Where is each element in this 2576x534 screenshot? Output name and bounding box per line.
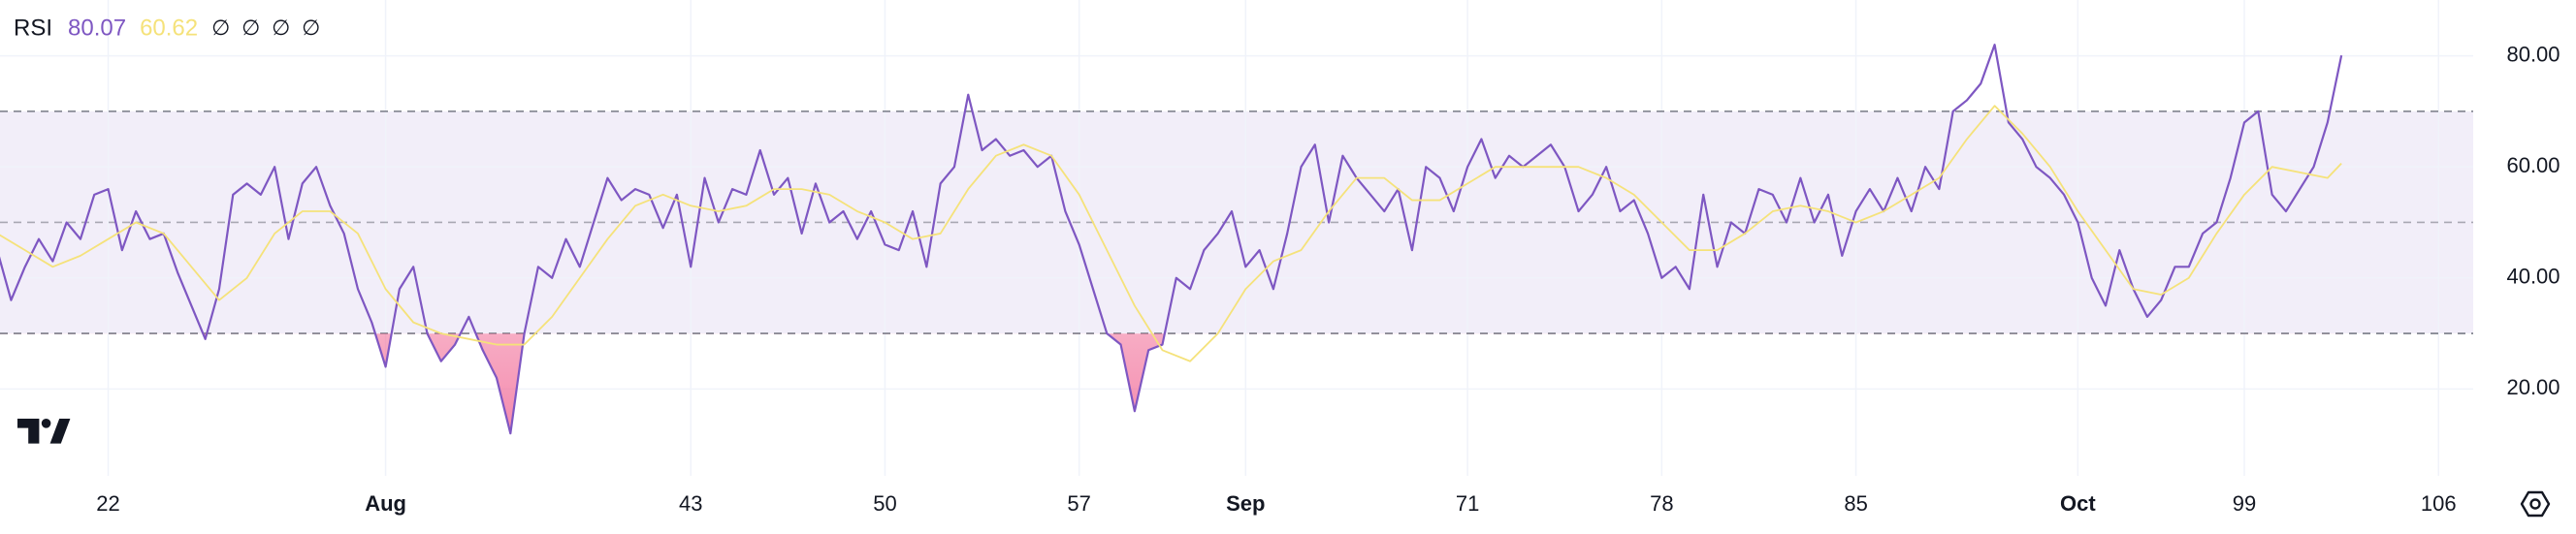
rsi-ma-line <box>0 105 2342 362</box>
legend-value: 80.07 <box>68 15 126 41</box>
x-tick-label: 99 <box>2233 491 2256 516</box>
axes: 80.00 60.00 40.00 20.00 22 Aug 43 50 57 Sep 71 78 85… <box>96 42 2560 515</box>
plot-area <box>0 44 2343 435</box>
x-tick-label: 106 <box>2421 491 2457 516</box>
legend-title: RSI <box>14 15 52 41</box>
legend-icon: ∅ <box>272 16 290 40</box>
grid <box>0 0 2473 476</box>
legend-value: 60.62 <box>140 15 198 41</box>
y-tick-label: 40.00 <box>2506 265 2560 289</box>
x-tick-label: Sep <box>1226 491 1265 516</box>
rsi-line <box>0 44 2343 435</box>
y-tick-label: 60.00 <box>2506 153 2560 177</box>
x-tick-label: 85 <box>1844 491 1867 516</box>
settings-icon[interactable] <box>2520 490 2551 518</box>
x-tick-label: Oct <box>2060 491 2096 516</box>
x-tick-label: 43 <box>679 491 702 516</box>
x-tick-label: 57 <box>1067 491 1090 516</box>
legend: RSI 80.07 60.62 ∅ ∅ ∅ ∅ <box>14 15 320 41</box>
tradingview-logo <box>17 419 71 444</box>
x-tick-label: 50 <box>873 491 896 516</box>
y-tick-label: 20.00 <box>2506 375 2560 399</box>
legend-icon: ∅ <box>242 16 260 40</box>
y-tick-label: 80.00 <box>2506 42 2560 66</box>
legend-icon: ∅ <box>302 16 320 40</box>
x-tick-label: 78 <box>1650 491 1673 516</box>
x-tick-label: 22 <box>96 491 119 516</box>
x-tick-label: 71 <box>1456 491 1479 516</box>
legend-icon: ∅ <box>211 16 230 40</box>
x-tick-label: Aug <box>365 491 406 516</box>
